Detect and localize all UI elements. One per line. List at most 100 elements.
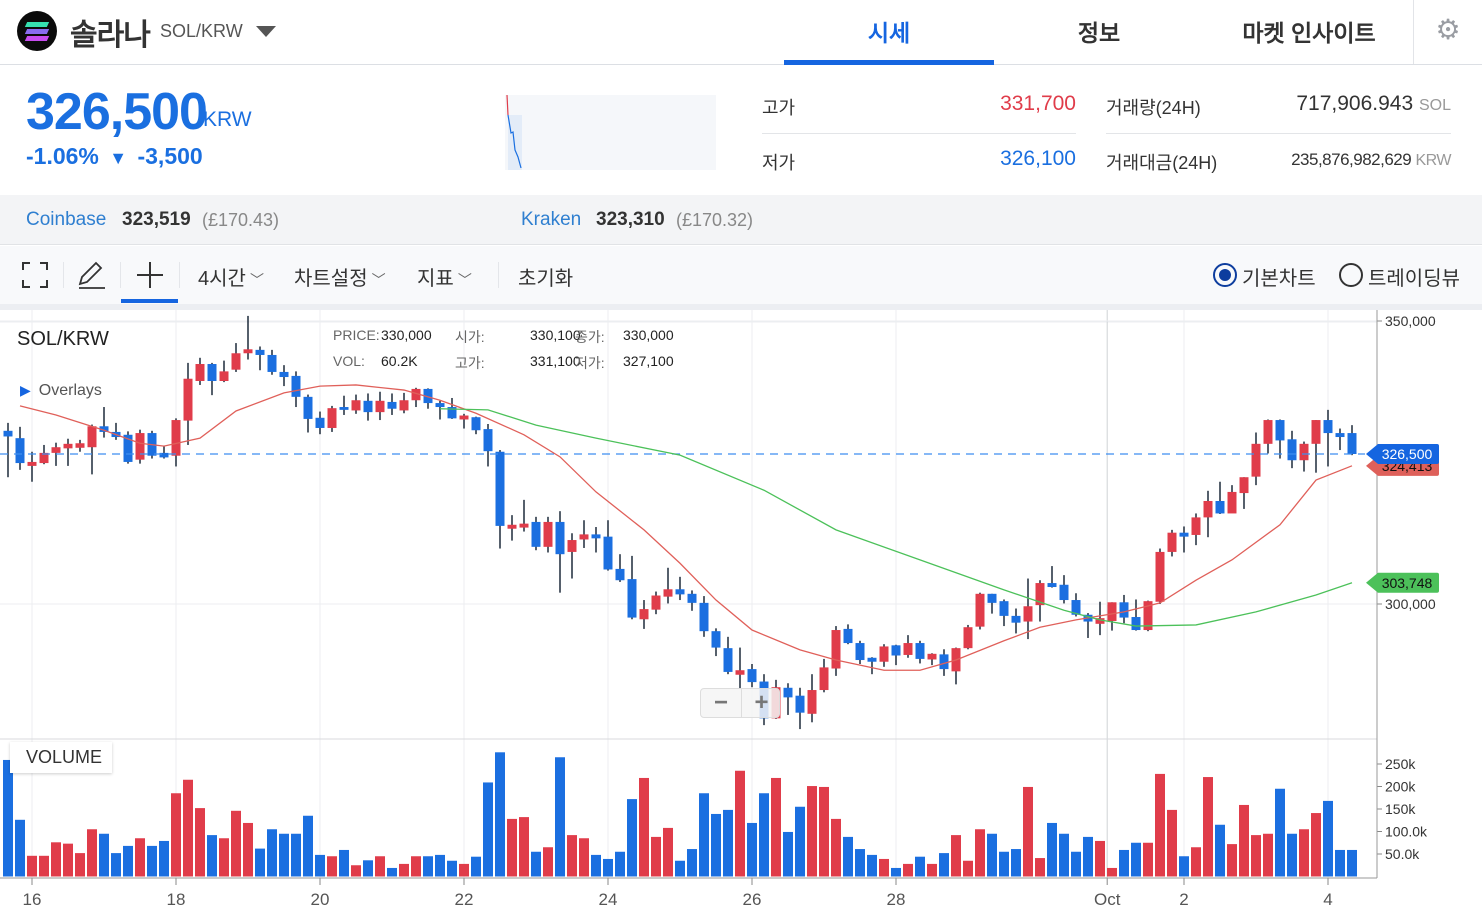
volume-bar — [1023, 786, 1033, 877]
radio-tradingview[interactable] — [1339, 263, 1363, 287]
pair-dropdown-caret-icon[interactable] — [256, 26, 276, 37]
volume-bar — [123, 845, 133, 877]
candle — [987, 593, 997, 614]
candle — [699, 596, 709, 637]
exchange-name[interactable]: Kraken — [521, 209, 582, 230]
info-vol: 60.2K — [381, 353, 418, 369]
chart-settings-dropdown[interactable]: 차트설정 ﹀ — [294, 262, 386, 291]
candle — [1083, 613, 1093, 638]
volume-bar — [279, 833, 289, 877]
turnover-24h-label: 거래대금(24H) — [1106, 153, 1218, 173]
volume-bar — [231, 810, 241, 877]
candle-body — [627, 579, 637, 618]
volume-bar — [1179, 856, 1189, 877]
candle-body — [1263, 420, 1273, 444]
volume-bar — [783, 831, 793, 877]
candle — [855, 640, 865, 664]
volume-bar — [27, 855, 37, 877]
settings-gear-icon[interactable]: ⚙ — [1435, 14, 1461, 45]
volume-bar — [495, 752, 505, 877]
candle-body — [471, 417, 481, 431]
candle — [639, 600, 649, 629]
volume-bar — [915, 856, 925, 877]
candle-body — [1179, 532, 1189, 537]
candle — [423, 388, 433, 409]
candle — [975, 592, 985, 630]
interval-dropdown[interactable]: 4시간 ﹀ — [198, 262, 264, 291]
turnover-24h-unit: KRW — [1415, 152, 1451, 169]
candle-body — [915, 643, 925, 659]
candle-body — [183, 378, 193, 421]
candle-body — [843, 628, 853, 644]
overlays-toggle[interactable]: ▶ Overlays — [20, 382, 102, 400]
last-price-tag-text: 326,500 — [1382, 446, 1433, 462]
volume-bar — [807, 786, 817, 877]
candle — [435, 400, 445, 420]
candle — [1287, 430, 1297, 469]
volume-bar — [87, 829, 97, 877]
radio-basic-chart-label[interactable]: 기본차트 — [1242, 268, 1316, 290]
volume-bar — [1119, 849, 1129, 877]
candle-body — [1047, 583, 1057, 588]
tab-market-insight[interactable]: 마켓 인사이트 — [1242, 20, 1376, 46]
change-percent: -1.06% — [26, 143, 99, 169]
candle — [795, 687, 805, 730]
candle-body — [639, 609, 649, 620]
candle — [831, 626, 841, 676]
candle — [507, 515, 517, 541]
divider — [63, 262, 64, 288]
volume-bar — [3, 759, 13, 877]
ma-long-tag-shape — [1366, 572, 1439, 593]
reset-button[interactable]: 초기화 — [518, 268, 574, 290]
x-tick-label: 4 — [1323, 890, 1332, 909]
candle — [1155, 548, 1165, 604]
tab-price[interactable]: 시세 — [867, 20, 911, 46]
candle-body — [531, 521, 541, 547]
price-change: -1.06% ▼ -3,500 — [26, 143, 203, 170]
volume-bar — [735, 770, 745, 877]
candle — [135, 429, 145, 464]
candle-body — [1143, 601, 1153, 631]
candle — [303, 394, 313, 433]
zoom-out-button[interactable]: − — [713, 689, 728, 716]
candle — [171, 418, 181, 467]
info-price-key: PRICE: — [333, 327, 380, 343]
candle-body — [1035, 583, 1045, 606]
candle-body — [735, 670, 745, 675]
fullscreen-icon[interactable] — [22, 262, 48, 288]
volume-bar — [195, 808, 205, 877]
candle — [723, 636, 733, 675]
candle — [903, 635, 913, 658]
volume-bar — [1203, 777, 1213, 877]
top-bar — [0, 0, 1482, 65]
radio-tradingview-label[interactable]: 트레이딩뷰 — [1368, 268, 1460, 290]
triangle-right-icon: ▶ — [20, 382, 31, 398]
volume-bars — [3, 752, 1357, 877]
divider — [1106, 133, 1451, 134]
volume-bar — [1347, 849, 1357, 877]
candle-body — [435, 403, 445, 408]
interval-label: 4시간 — [198, 268, 246, 290]
exchange-name[interactable]: Coinbase — [26, 209, 107, 230]
radio-basic-chart[interactable] — [1213, 263, 1237, 287]
exchange-price-gbp: (£170.43) — [202, 210, 280, 230]
candle-body — [1215, 500, 1225, 514]
volume-bar — [711, 813, 721, 877]
info-close: 330,000 — [623, 327, 674, 343]
volume-bar — [171, 793, 181, 877]
candle — [1107, 602, 1117, 631]
price-unit: KRW — [203, 108, 252, 131]
volume-bar — [1215, 824, 1225, 877]
candle-body — [1287, 439, 1297, 461]
candle-body — [927, 653, 937, 660]
indicators-dropdown[interactable]: 지표 ﹀ — [417, 262, 472, 291]
candle — [195, 357, 205, 385]
volume-bar — [363, 860, 373, 877]
tab-info[interactable]: 정보 — [1077, 20, 1121, 46]
candle-body — [951, 648, 961, 672]
pencil-draw-icon[interactable] — [77, 260, 107, 290]
zoom-in-button[interactable]: + — [741, 689, 781, 717]
crosshair-icon[interactable] — [136, 261, 164, 289]
candle — [471, 416, 481, 435]
